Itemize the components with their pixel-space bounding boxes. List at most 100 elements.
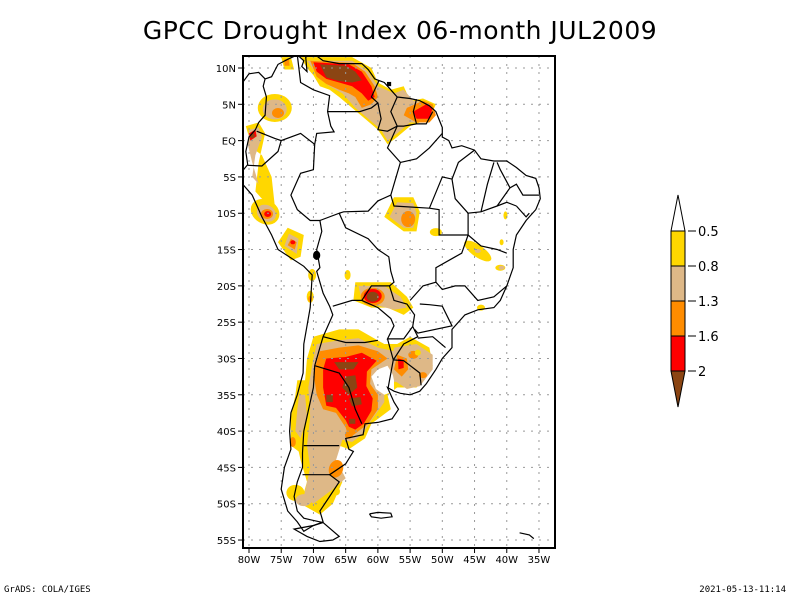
lake-marker — [386, 81, 392, 87]
drought-patch-colombia-west — [271, 108, 284, 119]
country-border — [496, 162, 511, 189]
drought-patch-mato-grosso — [401, 211, 416, 228]
drought-patch-argentina — [334, 362, 359, 370]
country-border — [361, 285, 416, 340]
lat-tick-label: 20S — [217, 282, 236, 293]
drought-patch-paraguay — [366, 291, 379, 302]
country-border — [386, 338, 394, 388]
longitude-axis: 80W 75W 70W 65W 60W 55W 50W 45W 40W 35W — [238, 548, 551, 566]
colorbar-swatch — [670, 230, 686, 267]
country-border — [417, 336, 446, 349]
colorbar-swatch — [670, 265, 686, 302]
colorbar-label: 0.5 — [698, 225, 719, 240]
lon-tick-label: 50W — [431, 555, 454, 566]
lat-tick-label: 25S — [217, 318, 236, 329]
lat-tick-label: 55S — [217, 536, 236, 547]
country-border — [467, 234, 508, 254]
colorbar-label: 2 — [698, 365, 706, 380]
drought-patch-chile — [289, 436, 296, 447]
country-border — [400, 133, 443, 163]
country-border — [393, 359, 422, 386]
colorbar-top-arrow — [670, 194, 686, 232]
lon-tick-label: 60W — [367, 555, 390, 566]
footer-credit: GrADS: COLA/IGES — [4, 585, 91, 595]
drought-patch-patagonia-south — [295, 494, 312, 507]
latitude-axis: 10N 5N EQ 5S 10S 15S 20S 25S 30S 35S 40S 45S 50S 55S — [216, 64, 243, 547]
lon-tick-label: 80W — [238, 555, 261, 566]
colorbar-label: 1.6 — [698, 330, 719, 345]
country-border — [290, 56, 336, 524]
drought-patch-peru-south — [290, 240, 296, 245]
country-border — [428, 176, 469, 214]
lat-tick-label: 45S — [217, 463, 236, 474]
lat-tick-label: 15S — [217, 246, 236, 257]
country-border — [409, 234, 469, 301]
lat-tick-label: 10S — [217, 209, 236, 220]
colorbar-legend: 0.5 0.8 1.3 1.6 2 — [670, 194, 719, 408]
lon-tick-label: 70W — [302, 555, 325, 566]
lat-tick-label: 50S — [217, 500, 236, 511]
lat-tick-label: 5N — [222, 100, 236, 111]
drought-patch-chile — [295, 394, 307, 439]
drought-patch-bolivia — [344, 269, 351, 280]
drought-shading — [245, 57, 508, 515]
lat-tick-label: 5S — [223, 173, 236, 184]
lon-tick-label: 45W — [463, 555, 486, 566]
country-border — [386, 125, 402, 196]
lon-tick-label: 40W — [495, 555, 518, 566]
country-border — [390, 96, 398, 127]
country-border — [515, 205, 530, 218]
coastline-panama — [243, 71, 266, 83]
lon-tick-label: 55W — [399, 555, 422, 566]
coastline-south-georgia — [519, 532, 535, 540]
lon-tick-label: 65W — [334, 555, 357, 566]
country-border — [314, 365, 363, 425]
lon-tick-label: 75W — [270, 555, 293, 566]
drought-patch-uruguay — [397, 358, 404, 370]
footer-timestamp: 2021-05-13-11:14 — [699, 585, 786, 595]
country-border — [327, 80, 380, 113]
lat-tick-label: 40S — [217, 427, 236, 438]
lat-tick-label: EQ — [222, 137, 236, 148]
country-border — [435, 281, 508, 302]
lake-titicaca — [313, 250, 321, 260]
colorbar-bottom-arrow — [670, 370, 686, 408]
drought-patch-rs — [414, 349, 421, 356]
colorbar-label: 1.3 — [698, 295, 719, 310]
country-border — [322, 336, 379, 344]
coastline-and-borders — [243, 56, 541, 543]
drought-patch-bahia — [499, 239, 504, 246]
country-border — [451, 149, 475, 180]
lat-tick-label: 10N — [216, 64, 236, 75]
country-border — [256, 130, 316, 145]
drought-patch-ecuador — [247, 127, 262, 185]
country-border — [392, 326, 419, 361]
colorbar-swatch — [670, 335, 686, 372]
grid-lines — [243, 56, 555, 548]
drought-patch-espirito-santo — [498, 265, 505, 270]
coastline — [243, 56, 541, 533]
drought-patch-peru-north — [264, 210, 272, 217]
colorbar-swatch — [670, 300, 686, 337]
country-border — [414, 303, 453, 334]
country-border — [496, 183, 539, 207]
drought-patch-rs — [418, 372, 427, 379]
lat-tick-label: 35S — [217, 391, 236, 402]
drought-patch-bahia — [503, 211, 508, 220]
drought-patch-argentina — [342, 375, 358, 395]
country-border — [339, 194, 517, 236]
colorbar-label: 0.8 — [698, 260, 719, 275]
country-border — [412, 99, 418, 125]
drought-patch-argentina — [348, 418, 356, 424]
coastline-falklands — [368, 511, 393, 519]
map-title: GPCC Drought Index 06-month JUL2009 — [142, 16, 658, 45]
lon-tick-label: 35W — [528, 555, 551, 566]
lat-tick-label: 30S — [217, 354, 236, 365]
map-frame — [242, 55, 556, 549]
drought-patch-argentina — [326, 394, 333, 403]
country-border — [247, 140, 282, 167]
drought-patch-guianas — [413, 104, 433, 119]
country-border — [480, 162, 495, 212]
coastline-tierra-del-fuego — [292, 522, 341, 543]
